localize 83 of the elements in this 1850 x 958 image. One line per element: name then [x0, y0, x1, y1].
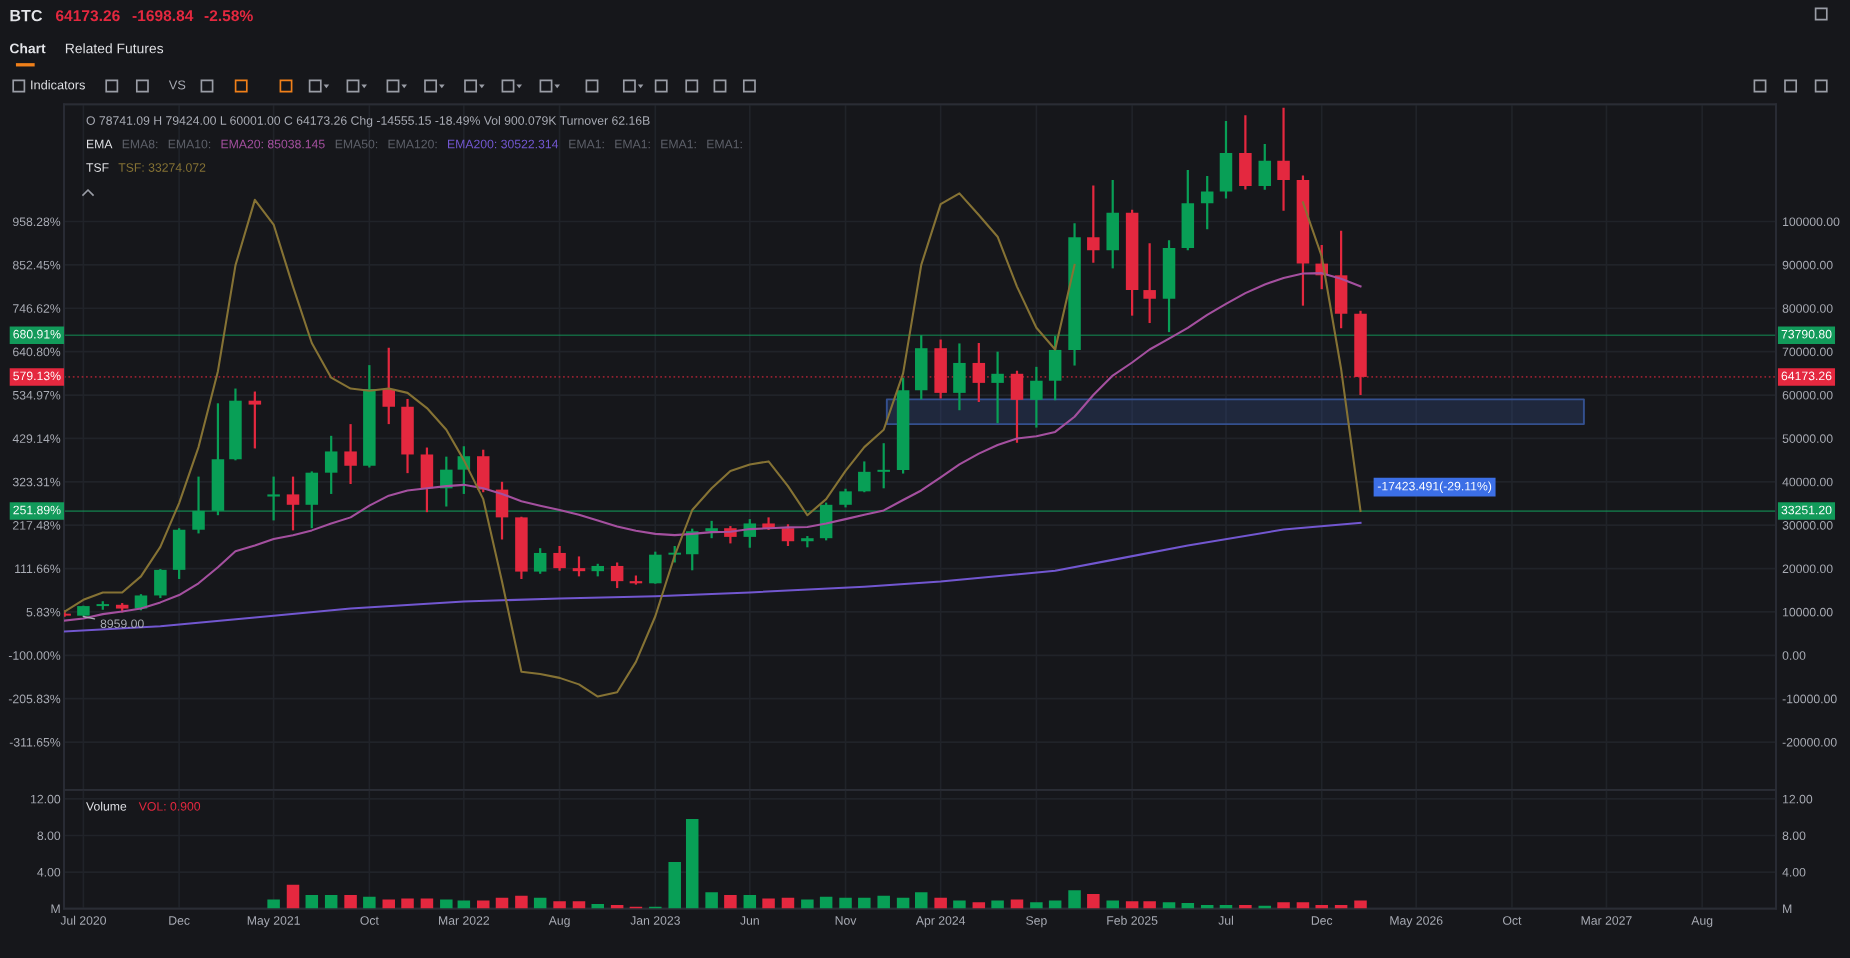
candlestick: [172, 527, 186, 581]
bar: [972, 902, 986, 909]
bar: [1296, 902, 1310, 909]
bar: [324, 894, 338, 909]
bar: [724, 894, 737, 909]
bar: [1354, 900, 1367, 909]
candlestick: [610, 561, 624, 590]
bar: [476, 900, 490, 909]
candlestick: [305, 470, 319, 530]
candlestick: [1258, 142, 1272, 191]
candlestick: [839, 487, 852, 509]
bar: [267, 899, 280, 909]
bar: [1048, 900, 1062, 909]
text: BTC: [10, 9, 43, 22]
bar: [953, 900, 966, 909]
candlestick: [1239, 114, 1252, 191]
candlestick: [1143, 242, 1156, 325]
candlestick: [344, 423, 357, 486]
bar: [934, 897, 947, 909]
candlestick: [401, 397, 414, 475]
bar: [1087, 893, 1100, 909]
bar: [1277, 902, 1290, 909]
candlestick: [192, 475, 205, 535]
bar: [572, 901, 586, 909]
candlestick: [953, 342, 966, 412]
candlestick: [934, 338, 947, 400]
candlestick: [286, 475, 300, 532]
bar: [305, 894, 319, 909]
bar: [685, 819, 699, 909]
bar: [801, 899, 814, 909]
bar: [914, 892, 928, 909]
candlestick: [382, 346, 396, 426]
bar: [1106, 900, 1119, 909]
candlestick: [1181, 168, 1195, 252]
candlestick: [267, 475, 280, 522]
candlestick: [649, 550, 662, 585]
bar: [668, 861, 681, 909]
candlestick: [1010, 369, 1024, 444]
bar: [440, 899, 453, 909]
bar: [363, 896, 376, 909]
bar: [1125, 901, 1139, 909]
candlestick: [533, 547, 547, 575]
candlestick: [1106, 178, 1119, 270]
bar: [762, 898, 775, 909]
bar: [344, 894, 357, 909]
candlestick: [914, 334, 928, 401]
bar: [1143, 901, 1156, 909]
bar: [1010, 899, 1024, 909]
bar: [1162, 902, 1176, 909]
candlestick: [991, 350, 1004, 425]
bar: [515, 895, 528, 909]
bar: [1068, 890, 1081, 909]
bar: [991, 900, 1004, 909]
bar: [457, 900, 471, 909]
candlestick: [972, 341, 986, 404]
candlestick: [1048, 334, 1062, 402]
candlestick: [1277, 106, 1290, 212]
line-series: [64, 521, 1362, 633]
candlestick: [1219, 119, 1233, 200]
bar: [839, 897, 852, 909]
bar: [877, 895, 890, 909]
candlestick: [572, 555, 586, 578]
candlestick: [324, 434, 338, 496]
bar: [858, 897, 871, 909]
bar: [1030, 902, 1043, 909]
candlestick: [1087, 184, 1100, 264]
bar: [401, 898, 414, 909]
candlestick: [1334, 229, 1348, 330]
candlestick: [553, 544, 566, 572]
candlestick: [858, 460, 871, 494]
candlestick: [877, 442, 890, 490]
candlestick: [476, 448, 490, 494]
bar: [705, 892, 718, 909]
candlestick: [154, 567, 167, 600]
candlestick: [1200, 174, 1214, 231]
bar: [743, 894, 757, 909]
candlestick: [1030, 365, 1043, 429]
bar: [382, 899, 396, 909]
bar: [553, 901, 566, 909]
candlestick: [248, 390, 262, 450]
candlestick: [781, 523, 795, 548]
candlestick: [420, 446, 434, 514]
bar: [286, 884, 300, 909]
